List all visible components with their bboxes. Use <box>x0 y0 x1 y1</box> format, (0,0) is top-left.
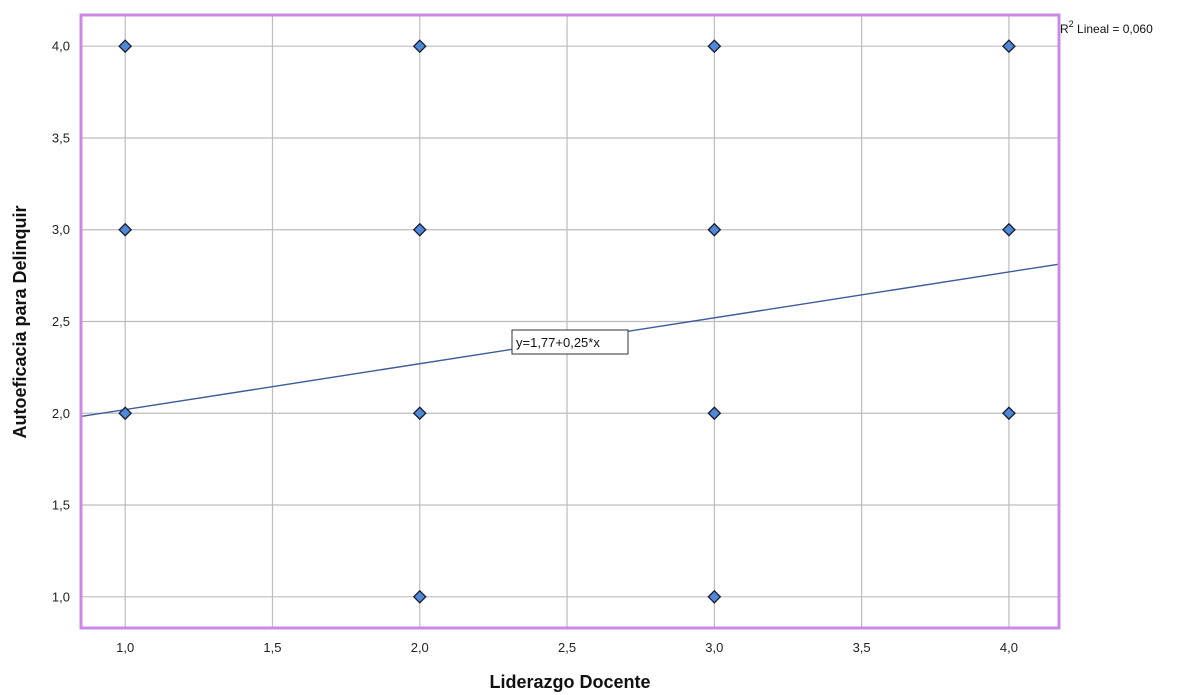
x-tick-label: 3,0 <box>705 640 723 655</box>
x-tick-label: 3,5 <box>853 640 871 655</box>
data-point <box>118 222 133 237</box>
r2-label: R2 Lineal = 0,060 <box>1060 19 1153 36</box>
data-point <box>412 406 427 421</box>
x-tick-labels: 1,0 1,5 2,0 2,5 3,0 3,5 4,0 <box>116 640 1018 655</box>
y-tick-label: 1,5 <box>52 498 70 513</box>
x-tick-label: 1,0 <box>116 640 134 655</box>
x-tick-label: 2,5 <box>558 640 576 655</box>
data-point <box>707 406 722 421</box>
y-tick-label: 1,0 <box>52 589 70 604</box>
data-point <box>412 39 427 54</box>
r2-value: Lineal = 0,060 <box>1074 22 1153 36</box>
data-point <box>1002 39 1016 54</box>
equation-label: y=1,77+0,25*x <box>511 329 629 355</box>
r2-prefix: R <box>1060 22 1069 36</box>
y-tick-labels: 1,0 1,5 2,0 2,5 3,0 3,5 4,0 <box>52 39 70 605</box>
x-tick-label: 1,5 <box>263 640 281 655</box>
grid-lines <box>81 15 1059 628</box>
data-point <box>118 39 133 54</box>
y-tick-label: 4,0 <box>52 39 70 54</box>
x-axis-title: Liderazgo Docente <box>489 672 650 692</box>
x-tick-label: 2,0 <box>411 640 429 655</box>
data-point <box>1002 222 1016 237</box>
data-point <box>118 406 133 421</box>
r2-superscript: 2 <box>1069 19 1074 29</box>
x-tick-label: 4,0 <box>1000 640 1018 655</box>
equation-label-text: y=1,77+0,25*x <box>516 335 600 350</box>
data-point <box>1002 406 1016 421</box>
data-points <box>118 39 1016 604</box>
y-tick-label: 3,5 <box>52 130 70 145</box>
y-tick-label: 2,5 <box>52 314 70 329</box>
data-point <box>707 222 722 237</box>
data-point <box>412 589 427 604</box>
y-tick-label: 3,0 <box>52 222 70 237</box>
y-tick-label: 2,0 <box>52 406 70 421</box>
plot-frame <box>79 13 1061 630</box>
data-point <box>412 222 427 237</box>
data-point <box>707 589 722 604</box>
y-axis-title: Autoeficacia para Delinquir <box>10 205 30 438</box>
equation-label-box <box>511 329 629 355</box>
data-point <box>707 39 722 54</box>
